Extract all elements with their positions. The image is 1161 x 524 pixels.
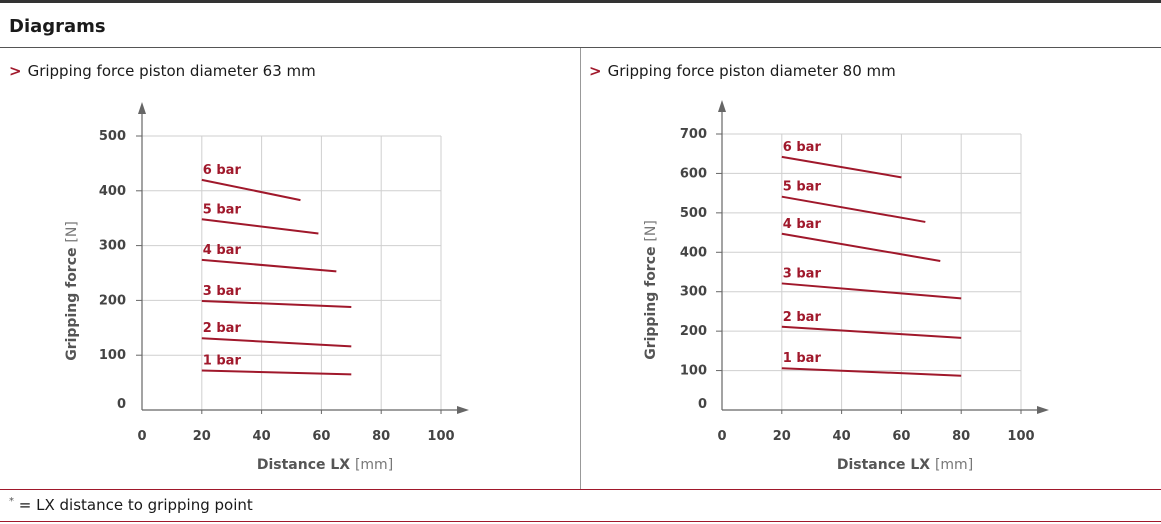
y-axis-label-unit: [N]	[64, 221, 80, 242]
series-line-5-bar	[201, 218, 319, 235]
chart-piston-80mm: 0 100 200 300 400 500 600 700 0 20 40 60 80 100 Distan…	[643, 100, 1049, 473]
series-label-3-bar: 3 bar	[783, 266, 822, 281]
footnote-rule-bottom	[0, 521, 1161, 522]
y-tick-label: 600	[680, 166, 707, 181]
series-label-5-bar: 5 bar	[203, 202, 242, 217]
x-tick-label: 80	[952, 429, 970, 444]
footnote-mark: *	[9, 496, 14, 507]
series-line-2-bar	[781, 325, 962, 339]
y-tick-label: 300	[680, 285, 707, 300]
series-line-5-bar	[781, 195, 926, 223]
x-axis-label: Distance LX [mm]	[257, 457, 393, 473]
series-line-4-bar	[201, 258, 337, 273]
series-label-3-bar: 3 bar	[203, 284, 242, 299]
x-tick-label: 0	[717, 429, 726, 444]
footnote: * = LX distance to gripping point	[9, 496, 253, 514]
chart-title-80mm: > Gripping force piston diameter 80 mm	[589, 62, 896, 80]
chevron-right-icon: >	[589, 62, 602, 80]
x-axis-label-unit: [mm]	[935, 457, 973, 473]
x-tick-label: 40	[833, 429, 851, 444]
x-tick-label: 40	[253, 429, 271, 444]
y-tick-label: 0	[698, 397, 707, 412]
chart-title-text: Gripping force piston diameter 80 mm	[607, 62, 896, 80]
series-line-6-bar	[201, 178, 301, 202]
footnote-text: = LX distance to gripping point	[14, 496, 253, 514]
y-axis-label: Gripping force [N]	[64, 221, 80, 361]
series-line-6-bar	[781, 155, 902, 179]
y-tick-label: 400	[99, 184, 126, 199]
chevron-right-icon: >	[9, 62, 22, 80]
y-tick-label: 400	[680, 245, 707, 260]
series-line-3-bar	[201, 299, 352, 308]
y-axis-arrow-icon	[718, 100, 726, 112]
series-label-2-bar: 2 bar	[203, 321, 242, 336]
series-label-2-bar: 2 bar	[783, 310, 822, 325]
footnote-rule-top	[0, 489, 1161, 490]
y-tick-label: 200	[680, 324, 707, 339]
series-label-1-bar: 1 bar	[783, 351, 822, 366]
series-line-1-bar	[781, 367, 962, 377]
series-label-4-bar: 4 bar	[783, 217, 822, 232]
series-label-1-bar: 1 bar	[203, 354, 242, 369]
x-axis-arrow-icon	[1037, 406, 1049, 414]
section-title: Diagrams	[9, 16, 106, 37]
y-tick-label: 100	[99, 348, 126, 363]
y-axis-label: Gripping force [N]	[643, 220, 659, 360]
series-label-6-bar: 6 bar	[203, 163, 242, 178]
x-tick-label: 20	[193, 429, 211, 444]
chart-piston-63mm: 0 100 200 300 400 500 0 20 40 60 80 100 Distance LX …	[64, 102, 469, 473]
series-line-2-bar	[201, 337, 352, 348]
series-label-5-bar: 5 bar	[783, 180, 822, 195]
x-tick-label: 100	[1007, 429, 1034, 444]
panel-divider	[580, 48, 581, 489]
series-line-4-bar	[781, 232, 941, 262]
y-axis-label-unit: [N]	[643, 220, 659, 241]
y-tick-label: 0	[117, 397, 126, 412]
y-axis-label-name: Gripping force	[643, 242, 659, 360]
x-tick-label: 60	[892, 429, 910, 444]
x-tick-label: 0	[137, 429, 146, 444]
series-label-4-bar: 4 bar	[203, 243, 242, 258]
section-rule	[0, 47, 1161, 48]
y-tick-label: 700	[680, 127, 707, 142]
x-axis-label-name: Distance LX	[257, 457, 355, 473]
x-tick-label: 100	[427, 429, 454, 444]
chart-title-63mm: > Gripping force piston diameter 63 mm	[9, 62, 316, 80]
x-axis-arrow-icon	[457, 406, 469, 414]
y-axis-arrow-icon	[138, 102, 146, 114]
x-axis-label-unit: [mm]	[355, 457, 393, 473]
y-tick-label: 500	[99, 129, 126, 144]
y-tick-label: 500	[680, 206, 707, 221]
y-tick-label: 200	[99, 293, 126, 308]
y-axis-label-name: Gripping force	[64, 243, 80, 361]
x-tick-label: 60	[312, 429, 330, 444]
y-tick-label: 300	[99, 239, 126, 254]
x-axis-label-name: Distance LX	[837, 457, 935, 473]
top-border	[0, 0, 1161, 3]
chart-title-text: Gripping force piston diameter 63 mm	[27, 62, 316, 80]
series-line-1-bar	[201, 369, 352, 376]
x-tick-label: 80	[372, 429, 390, 444]
series-line-3-bar	[781, 282, 962, 300]
series-label-6-bar: 6 bar	[783, 140, 822, 155]
x-axis-label: Distance LX [mm]	[837, 457, 973, 473]
y-tick-label: 100	[680, 364, 707, 379]
x-tick-label: 20	[773, 429, 791, 444]
